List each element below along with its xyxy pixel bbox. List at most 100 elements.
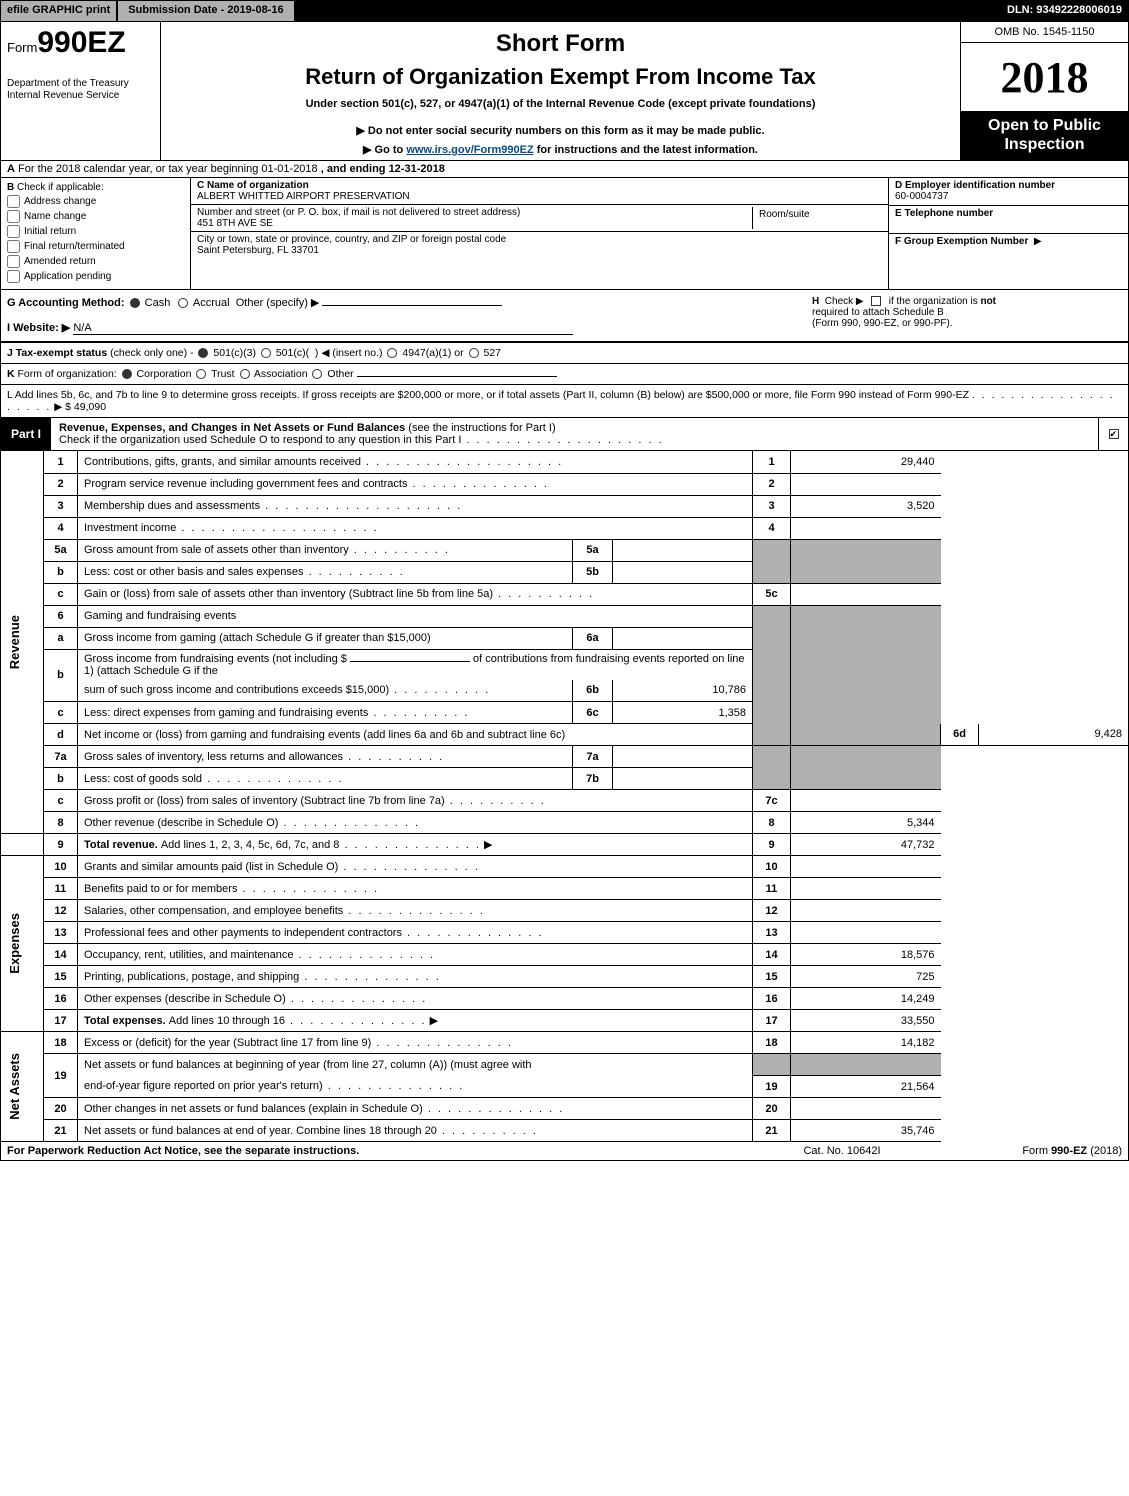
dots-icon (285, 1015, 427, 1027)
city-label: City or town, state or province, country… (197, 234, 506, 245)
form-header: Form990EZ Department of the Treasury Int… (0, 22, 1129, 161)
irs-link[interactable]: www.irs.gov/Form990EZ (406, 144, 533, 156)
table-row: 9 Total revenue. Add lines 1, 2, 3, 4, 5… (1, 834, 1129, 856)
mid-code: 7a (573, 746, 613, 768)
shaded-cell (753, 746, 791, 790)
shaded-cell (791, 539, 941, 583)
table-row: 16 Other expenses (describe in Schedule … (1, 988, 1129, 1010)
org-name: ALBERT WHITTED AIRPORT PRESERVATION (197, 191, 410, 202)
header-right: OMB No. 1545-1150 2018 Open to Public In… (960, 22, 1128, 160)
row-num: 19 (44, 1054, 78, 1098)
chk-final-return[interactable]: Final return/terminated (7, 240, 184, 253)
checkbox-initial-return[interactable] (7, 225, 20, 238)
other-specify-input[interactable] (322, 305, 502, 306)
checkbox-part1-schedule-o[interactable] (1109, 429, 1119, 439)
radio-accrual[interactable] (178, 298, 188, 308)
line-k-form-org: K Form of organization: Corporation Trus… (0, 364, 1129, 385)
line-l-amount: ▶ $ 49,090 (54, 401, 106, 413)
radio-527[interactable] (469, 348, 479, 358)
checkbox-name-change[interactable] (7, 210, 20, 223)
checkbox-address-change[interactable] (7, 195, 20, 208)
mid-value: 10,786 (613, 680, 753, 702)
desc-text: Other revenue (describe in Schedule O) (84, 817, 278, 829)
line-code: 11 (753, 878, 791, 900)
row-num: 18 (44, 1032, 78, 1054)
radio-4947[interactable] (387, 348, 397, 358)
radio-501c3[interactable] (198, 348, 208, 358)
mid-value: 1,358 (613, 702, 753, 724)
other-specify-label: Other (specify) ▶ (236, 297, 320, 309)
desc-text: Contributions, gifts, grants, and simila… (84, 456, 361, 468)
open-to-public-badge: Open to Public Inspection (961, 111, 1128, 160)
chk-address-change[interactable]: Address change (7, 195, 184, 208)
amount-cell: 14,182 (791, 1032, 941, 1054)
radio-trust[interactable] (196, 369, 206, 379)
amount-cell (791, 856, 941, 878)
row-num: 1 (44, 451, 78, 473)
other-org-input[interactable] (357, 376, 557, 377)
chk-initial-return[interactable]: Initial return (7, 225, 184, 238)
tax-year: 2018 (961, 43, 1128, 111)
dots-icon (371, 1037, 513, 1049)
cell-group-exemption: F Group Exemption Number ▶ (889, 234, 1128, 262)
amount-cell (791, 900, 941, 922)
line-code: 2 (753, 473, 791, 495)
checkbox-final-return[interactable] (7, 240, 20, 253)
line-j-tax-exempt: J Tax-exempt status (check only one) - 5… (0, 342, 1129, 364)
row-desc: Net income or (loss) from gaming and fun… (78, 724, 753, 746)
checkbox-amended-return[interactable] (7, 255, 20, 268)
table-row: Revenue 1 Contributions, gifts, grants, … (1, 451, 1129, 473)
row-num: 3 (44, 495, 78, 517)
radio-501c[interactable] (261, 348, 271, 358)
table-row: 8 Other revenue (describe in Schedule O)… (1, 812, 1129, 834)
efile-print-button[interactable]: efile GRAPHIC print (1, 1, 118, 21)
dots-icon (202, 773, 344, 785)
chk-application-pending[interactable]: Application pending (7, 270, 184, 283)
goto-post: for instructions and the latest informat… (534, 144, 758, 156)
row-num: b (44, 649, 78, 702)
line-code: 20 (753, 1098, 791, 1120)
part-1-checkbox-cell (1098, 418, 1128, 450)
city-state-zip: Saint Petersburg, FL 33701 (197, 245, 319, 256)
amount-cell: 21,564 (791, 1076, 941, 1098)
checkbox-application-pending[interactable] (7, 270, 20, 283)
sidebar-net-assets-label: Net Assets (7, 1053, 22, 1120)
shaded-cell (753, 605, 791, 746)
dots-icon (402, 927, 544, 939)
table-row: 15 Printing, publications, postage, and … (1, 966, 1129, 988)
row-num: 16 (44, 988, 78, 1010)
chk-name-change[interactable]: Name change (7, 210, 184, 223)
checkbox-h[interactable] (871, 296, 881, 306)
amount-cell: 47,732 (791, 834, 941, 856)
radio-accrual-label: Accrual (193, 297, 230, 309)
radio-association[interactable] (240, 369, 250, 379)
radio-other-org[interactable] (312, 369, 322, 379)
street-address: 451 8TH AVE SE (197, 218, 273, 229)
row-num: 7a (44, 746, 78, 768)
line-l-text: L Add lines 5b, 6c, and 7b to line 9 to … (7, 389, 969, 401)
amount-cell: 35,746 (791, 1120, 941, 1142)
addr-label: Number and street (or P. O. box, if mail… (197, 207, 520, 218)
row-desc: Gross amount from sale of assets other t… (78, 539, 573, 561)
desc-text: Investment income (84, 522, 176, 534)
desc-text: Less: direct expenses from gaming and fu… (84, 707, 368, 719)
row-num: 12 (44, 900, 78, 922)
line-code: 1 (753, 451, 791, 473)
dln-label: DLN: 93492228006019 (1001, 1, 1128, 21)
amount-cell: 5,344 (791, 812, 941, 834)
amount-cell: 3,520 (791, 495, 941, 517)
amount-cell (791, 790, 941, 812)
radio-corporation[interactable] (122, 369, 132, 379)
desc-text: Add lines 1, 2, 3, 4, 5c, 6d, 7c, and 8 (161, 839, 340, 851)
row-desc: Excess or (deficit) for the year (Subtra… (78, 1032, 753, 1054)
chk-amended-return[interactable]: Amended return (7, 255, 184, 268)
i-website-label: I Website: ▶ (7, 322, 70, 334)
amount-cell (791, 473, 941, 495)
table-row: d Net income or (loss) from gaming and f… (1, 724, 1129, 746)
cell-address: Number and street (or P. O. box, if mail… (191, 205, 888, 232)
line-l-gross-receipts: L Add lines 5b, 6c, and 7b to line 9 to … (0, 385, 1129, 418)
fundraising-amount-input[interactable] (350, 661, 470, 662)
radio-cash[interactable] (130, 298, 140, 308)
chk-final-return-label: Final return/terminated (24, 241, 125, 252)
amount-cell (791, 517, 941, 539)
